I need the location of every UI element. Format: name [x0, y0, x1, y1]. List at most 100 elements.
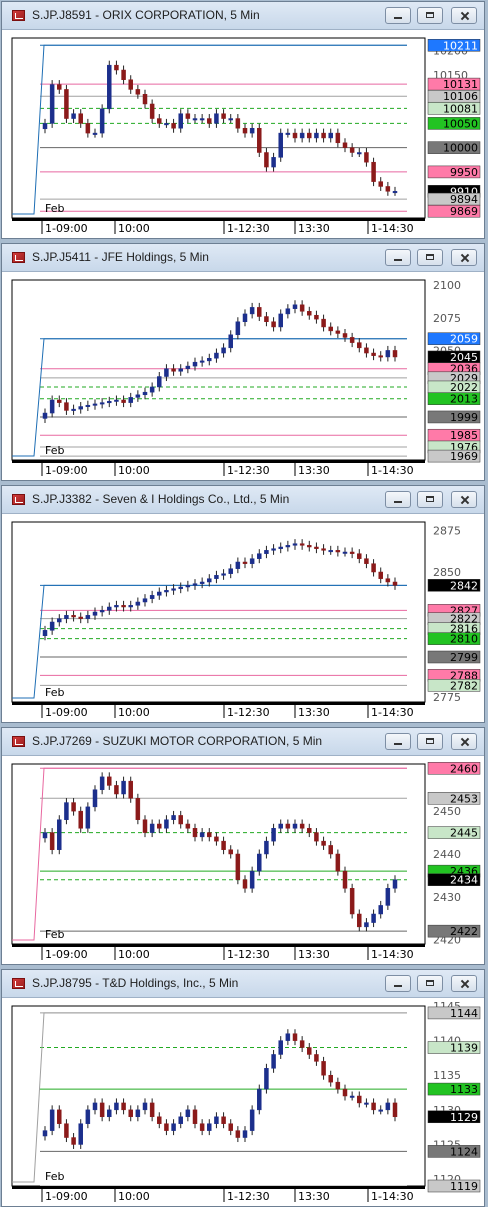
- candle-body: [378, 905, 383, 915]
- candle-body: [235, 1130, 241, 1138]
- candle-body: [257, 1088, 262, 1111]
- candle-body: [121, 780, 126, 795]
- candle-body: [157, 118, 162, 124]
- price-badge: [427, 1110, 481, 1124]
- candle-body: [92, 1102, 98, 1111]
- candle-body: [128, 780, 133, 799]
- candle-body: [392, 1102, 398, 1118]
- minimize-button[interactable]: [385, 975, 411, 992]
- candle-body: [128, 605, 133, 608]
- candle-body: [228, 1123, 233, 1131]
- y-tick-label: 2875: [433, 524, 461, 537]
- candle-body: [42, 412, 48, 419]
- candle-body: [335, 550, 341, 553]
- x-tick-label: 1-14:30: [371, 1190, 414, 1203]
- candle-body: [328, 132, 333, 139]
- maximize-button[interactable]: [417, 7, 443, 24]
- close-button[interactable]: [451, 975, 477, 992]
- minimize-button[interactable]: [385, 249, 411, 266]
- candle-body: [242, 1130, 248, 1138]
- prior-close-step-line: [12, 338, 407, 457]
- minimize-button[interactable]: [385, 491, 411, 508]
- window-title: S.JP.J8591 - ORIX CORPORATION, 5 Min: [32, 8, 260, 22]
- minimize-button[interactable]: [385, 733, 411, 750]
- candle-body: [264, 840, 269, 855]
- plot-area: [11, 763, 426, 945]
- candle-body: [221, 347, 226, 354]
- price-badge-label: 10106: [443, 90, 478, 103]
- candle-body: [114, 399, 119, 402]
- close-button[interactable]: [451, 249, 477, 266]
- candlestick-chart: 2100207520502025200019752059204520362029…: [11, 279, 481, 477]
- candle-body: [385, 578, 391, 583]
- price-badge: [427, 117, 481, 130]
- candle-body: [149, 823, 155, 833]
- candle-body: [42, 832, 48, 839]
- title-bar: S.JP.J8591 - ORIX CORPORATION, 5 Min: [2, 2, 484, 30]
- candle-body: [278, 546, 283, 549]
- candle-body: [178, 113, 183, 129]
- chart-app-icon: [12, 252, 25, 263]
- chart-window: S.JP.J8795 - T&D Holdings, Inc., 5 Min 11…: [1, 969, 485, 1207]
- candle-body: [164, 819, 169, 829]
- candle-body: [285, 308, 291, 315]
- maximize-button[interactable]: [417, 491, 443, 508]
- candle-body: [149, 103, 155, 119]
- candle-body: [214, 352, 219, 359]
- candle-body: [185, 823, 191, 829]
- candle-body: [78, 810, 83, 829]
- price-badge-label: 1119: [450, 1180, 478, 1193]
- candle-body: [207, 832, 212, 838]
- candle-body: [149, 386, 155, 393]
- candle-body: [271, 548, 276, 551]
- candle-body: [164, 590, 169, 593]
- candle-body: [99, 1102, 105, 1118]
- window-title: S.JP.J3382 - Seven & I Holdings Co., Ltd…: [32, 492, 290, 506]
- price-badge-label: 2445: [450, 827, 478, 840]
- candle-body: [321, 318, 326, 328]
- close-button[interactable]: [451, 7, 477, 24]
- y-tick-label: 2775: [433, 691, 461, 704]
- price-badge: [427, 1145, 481, 1158]
- price-badge-label: 2422: [450, 925, 478, 938]
- close-button[interactable]: [451, 491, 477, 508]
- prior-day-label: Feb: [45, 686, 64, 699]
- prior-day-label: Feb: [45, 928, 64, 941]
- candle-body: [49, 1109, 55, 1131]
- candle-body: [178, 586, 183, 589]
- candle-body: [199, 581, 205, 584]
- price-badge-label: 2842: [450, 579, 478, 592]
- candle-body: [57, 84, 62, 90]
- candle-body: [92, 132, 98, 135]
- chart-window: S.JP.J8591 - ORIX CORPORATION, 5 Min1020…: [1, 1, 485, 239]
- price-badge-label: 2788: [450, 669, 478, 682]
- price-badge: [427, 792, 481, 805]
- candle-body: [85, 404, 91, 407]
- candle-body: [135, 601, 141, 606]
- candle-body: [164, 1123, 169, 1131]
- chart-window: S.JP.J7269 - SUZUKI MOTOR CORPORATION, 5…: [1, 727, 485, 965]
- candle-body: [157, 376, 162, 388]
- candle-body: [142, 598, 148, 603]
- candle-body: [285, 545, 291, 548]
- close-button[interactable]: [451, 733, 477, 750]
- candle-body: [349, 888, 355, 915]
- maximize-button[interactable]: [417, 249, 443, 266]
- candle-body: [214, 836, 219, 842]
- candle-body: [64, 402, 69, 411]
- maximize-button[interactable]: [417, 733, 443, 750]
- price-badge-label: 10131: [443, 78, 478, 91]
- minimize-button[interactable]: [385, 7, 411, 24]
- candle-body: [221, 840, 226, 850]
- candle-body: [364, 152, 369, 163]
- candlestick-chart: 2450244024302420246024532445243624342422…: [11, 762, 481, 961]
- candle-body: [185, 365, 191, 369]
- maximize-button[interactable]: [417, 975, 443, 992]
- price-badge: [427, 410, 481, 424]
- price-badge-label: 1124: [450, 1145, 478, 1158]
- candle-body: [171, 1123, 176, 1131]
- price-badge: [427, 1041, 481, 1054]
- candle-body: [307, 311, 312, 316]
- candle-body: [78, 406, 83, 410]
- candle-body: [314, 832, 319, 842]
